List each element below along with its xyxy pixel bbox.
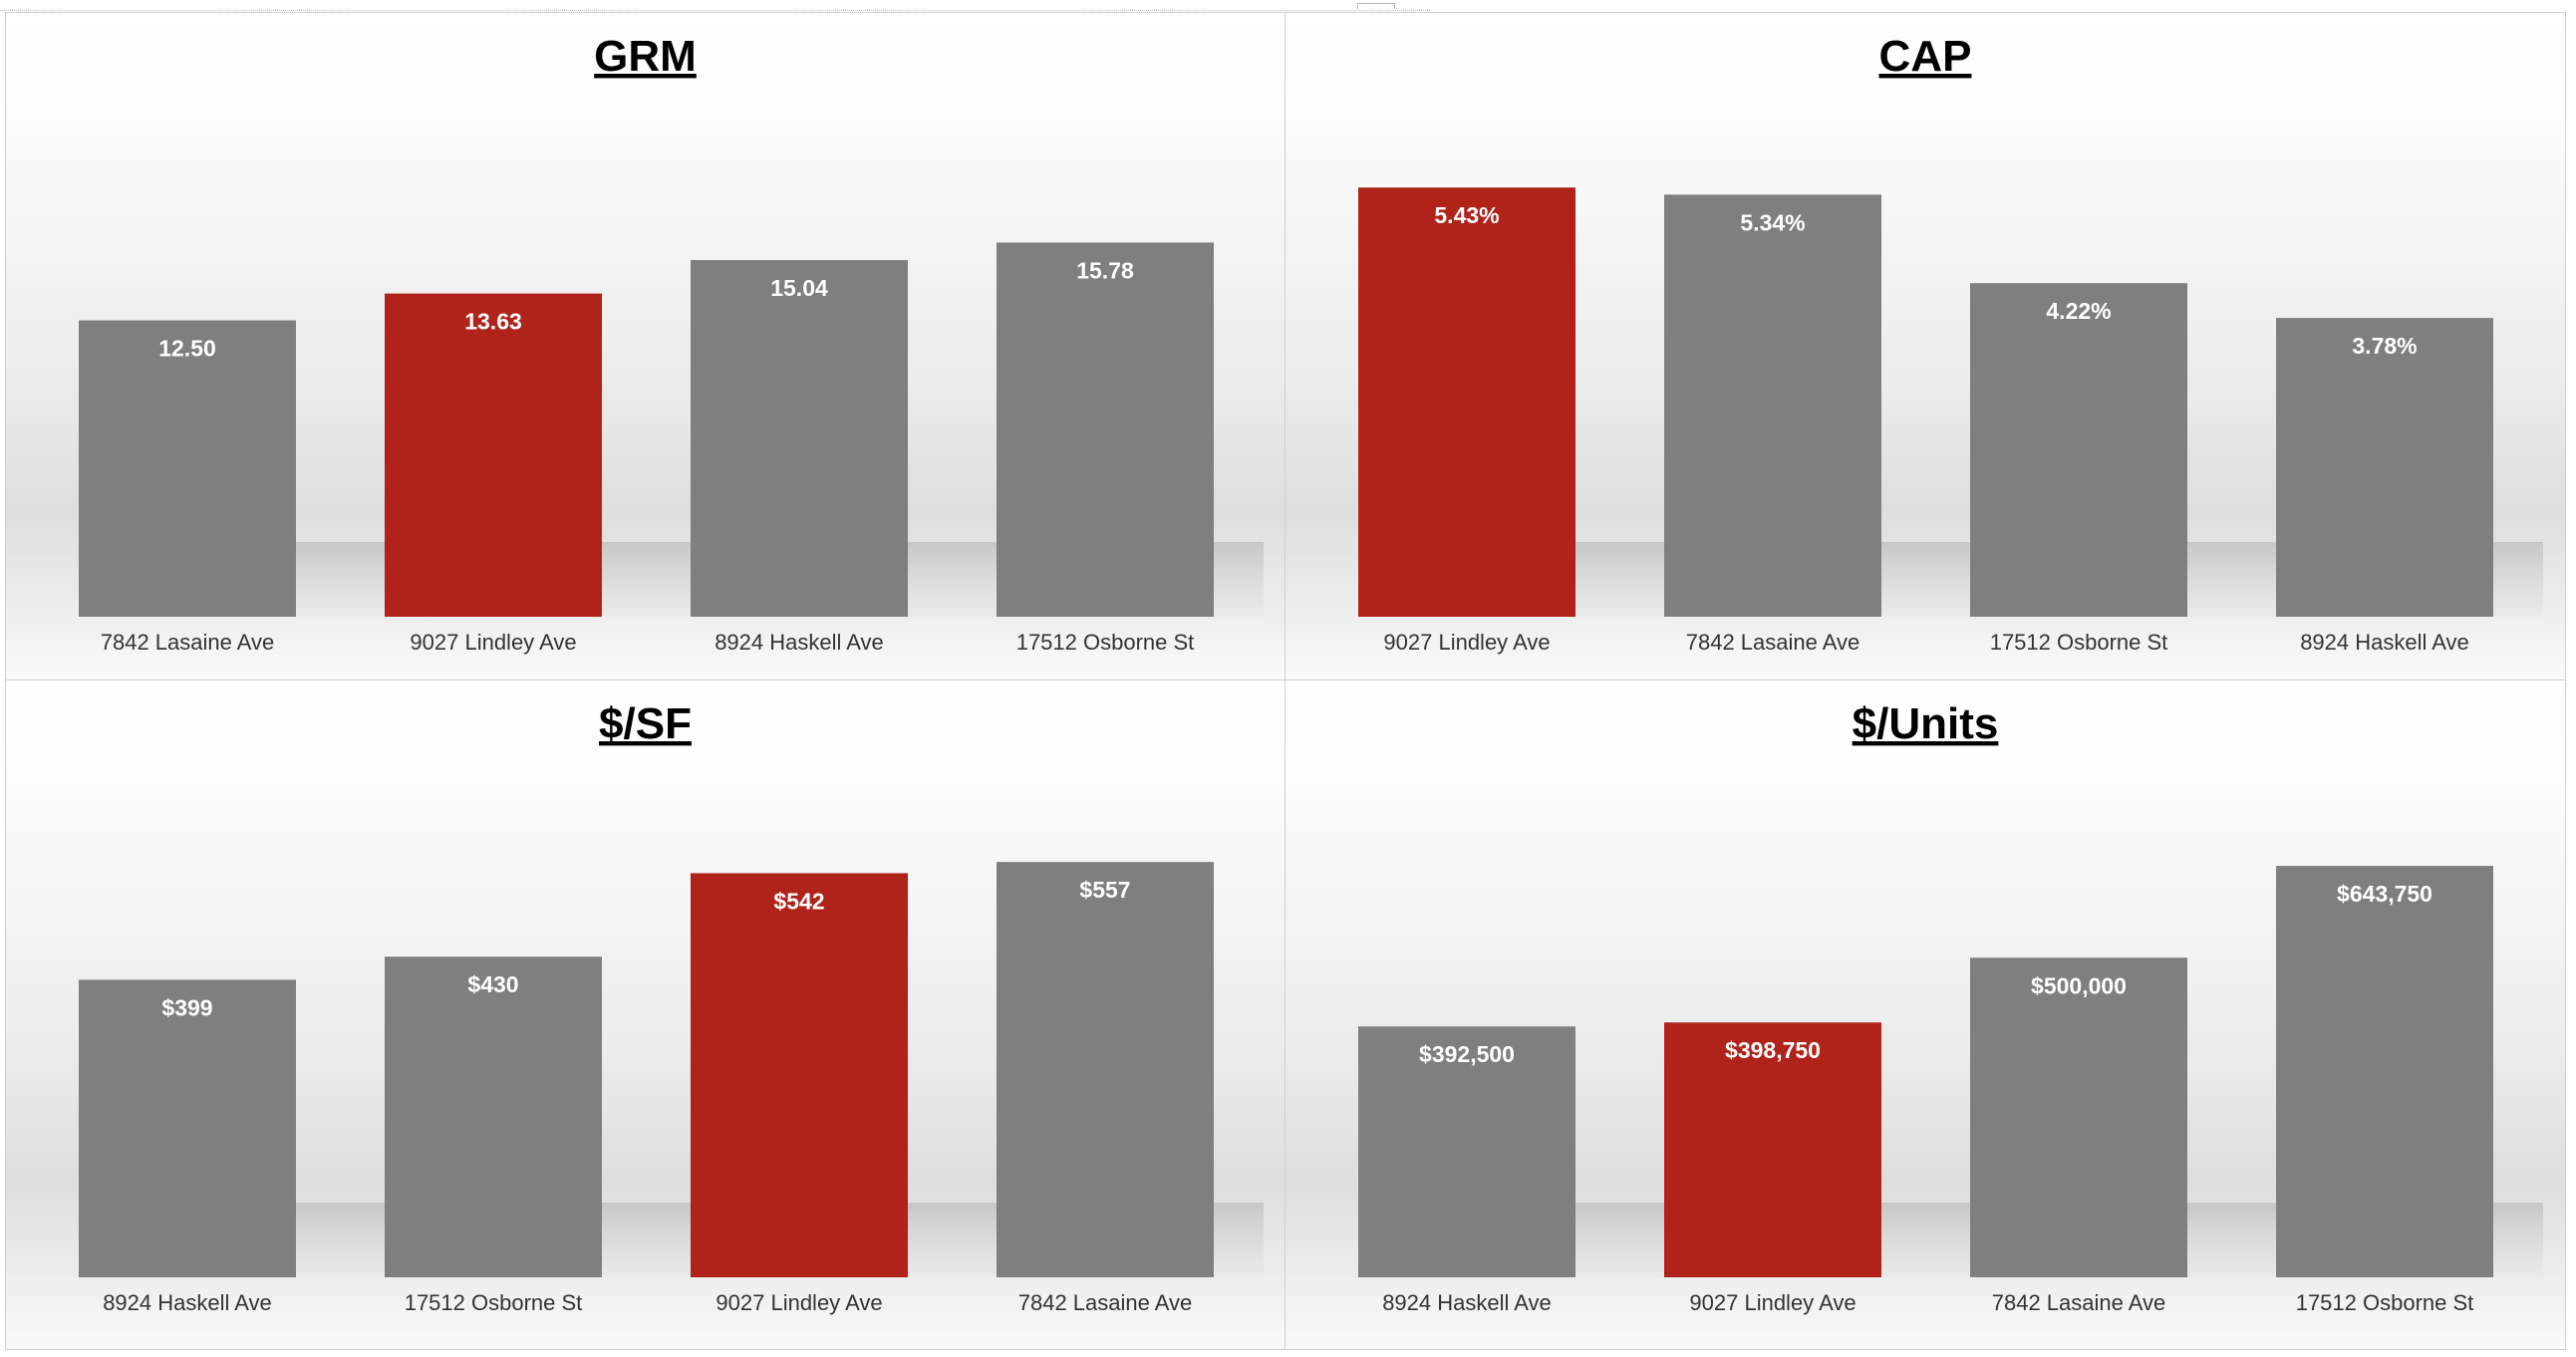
data-label: 15.78 [1076,257,1134,283]
category-label: 7842 Lasaine Ave [1686,630,1860,655]
floor-shadow [79,542,1264,617]
category-label: 17512 Osborne St [1016,630,1195,655]
bar-17512-osborne-st [2276,866,2493,1277]
category-label: 7842 Lasaine Ave [1018,1290,1193,1315]
window-top-border [0,0,1430,11]
bar-9027-lindley-ave [1358,187,1575,617]
grm-chart-panel: GRM 12.50 7842 Lasaine Ave 13.63 9027 Lindle… [6,13,1286,680]
chart-title: $/SF [599,699,692,748]
bar-8924-haskell-ave [1358,1026,1575,1277]
bar-9027-lindley-ave [1664,1022,1881,1277]
data-label: $557 [1079,877,1130,903]
chart-grid: GRM 12.50 7842 Lasaine Ave 13.63 9027 Lindle… [5,12,2566,1350]
bar-7842-lasaine-ave [997,862,1214,1277]
price-per-unit-chart-panel: $/Units $392,500 8924 Haskell Ave $398,750 9… [1286,680,2565,1349]
chart-title: $/Units [1853,699,1999,748]
category-label: 7842 Lasaine Ave [1992,1290,2166,1315]
category-label: 9027 Lindley Ave [410,630,576,655]
bar-9027-lindley-ave [691,873,908,1277]
category-label: 9027 Lindley Ave [716,1290,882,1315]
category-label: 9027 Lindley Ave [1689,1290,1856,1315]
data-label: $399 [161,994,212,1020]
data-label: $643,750 [2337,881,2433,907]
data-label: 4.22% [2046,298,2111,324]
category-label: 17512 Osborne St [1990,630,2168,655]
category-label: 8924 Haskell Ave [715,630,884,655]
price-per-unit-chart: $/Units $392,500 8924 Haskell Ave $398,750 9… [1358,699,2543,1315]
cap-chart: CAP 5.43% 9027 Lindley Ave 5.34% 7842 Lasain… [1358,32,2543,655]
bar-17512-osborne-st [997,242,1214,617]
data-label: 5.34% [1740,209,1805,235]
data-label: 15.04 [770,275,828,301]
bar-7842-lasaine-ave [1970,957,2187,1277]
category-label: 8924 Haskell Ave [2300,630,2469,655]
category-label: 8924 Haskell Ave [103,1290,272,1315]
price-per-sf-chart-panel: $/SF $399 8924 Haskell Ave $430 17512 Osborn… [6,680,1286,1349]
category-label: 17512 Osborne St [405,1290,583,1315]
bar-17512-osborne-st [385,956,602,1277]
data-label: $542 [773,888,824,914]
floor-shadow [79,1203,1264,1277]
category-label: 9027 Lindley Ave [1383,630,1550,655]
bar-17512-osborne-st [1970,283,2187,617]
category-label: 7842 Lasaine Ave [101,630,275,655]
data-label: $430 [467,971,518,997]
resize-handle[interactable] [1357,3,1395,9]
data-label: $500,000 [2031,972,2127,998]
chart-title: CAP [1879,32,1972,81]
data-label: 12.50 [158,336,216,362]
cap-chart-panel: CAP 5.43% 9027 Lindley Ave 5.34% 7842 Lasain… [1286,13,2565,680]
bar-9027-lindley-ave [385,293,602,617]
category-label: 8924 Haskell Ave [1382,1290,1552,1315]
price-per-sf-chart: $/SF $399 8924 Haskell Ave $430 17512 Osborn… [79,699,1264,1315]
grm-chart: GRM 12.50 7842 Lasaine Ave 13.63 9027 Lindle… [79,32,1264,655]
data-label: $392,500 [1419,1041,1515,1067]
bar-7842-lasaine-ave [79,320,296,617]
bar-8924-haskell-ave [2276,318,2493,617]
floor-shadow [1358,1203,2543,1277]
data-label: 13.63 [464,309,522,335]
bar-8924-haskell-ave [79,979,296,1277]
data-label: $398,750 [1725,1037,1821,1063]
bar-7842-lasaine-ave [1664,194,1881,618]
chart-title: GRM [594,32,697,81]
data-label: 3.78% [2352,333,2417,359]
floor-shadow [1358,542,2543,617]
data-label: 5.43% [1434,202,1499,228]
bar-8924-haskell-ave [691,260,908,617]
category-label: 17512 Osborne St [2296,1290,2474,1315]
